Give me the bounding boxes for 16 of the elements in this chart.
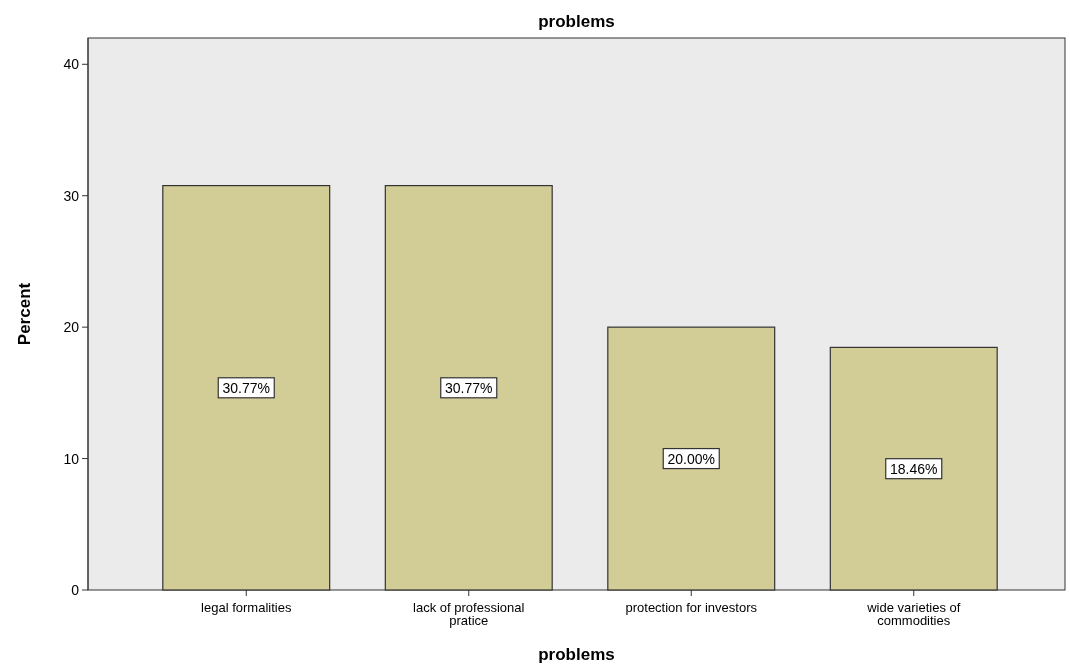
chart-title: problems bbox=[538, 12, 615, 31]
y-tick-label: 10 bbox=[63, 450, 80, 467]
x-tick-label: lack of professional pratice bbox=[413, 600, 525, 628]
data-label: 30.77% bbox=[445, 379, 493, 396]
y-tick-label: 30 bbox=[63, 187, 80, 204]
y-tick-label: 40 bbox=[63, 56, 80, 73]
y-tick-label: 0 bbox=[71, 582, 80, 598]
y-axis-title: Percent bbox=[15, 282, 34, 346]
data-label: 20.00% bbox=[667, 450, 715, 467]
x-tick-label: legal formalities bbox=[201, 600, 292, 615]
data-label: 18.46% bbox=[890, 460, 938, 477]
x-tick-label: wide varieties of commodities bbox=[866, 600, 961, 628]
y-tick-label: 20 bbox=[63, 319, 80, 336]
data-label: 30.77% bbox=[222, 379, 270, 396]
x-axis-title: problems bbox=[538, 645, 615, 664]
x-tick-label: protection for investors bbox=[625, 600, 758, 615]
